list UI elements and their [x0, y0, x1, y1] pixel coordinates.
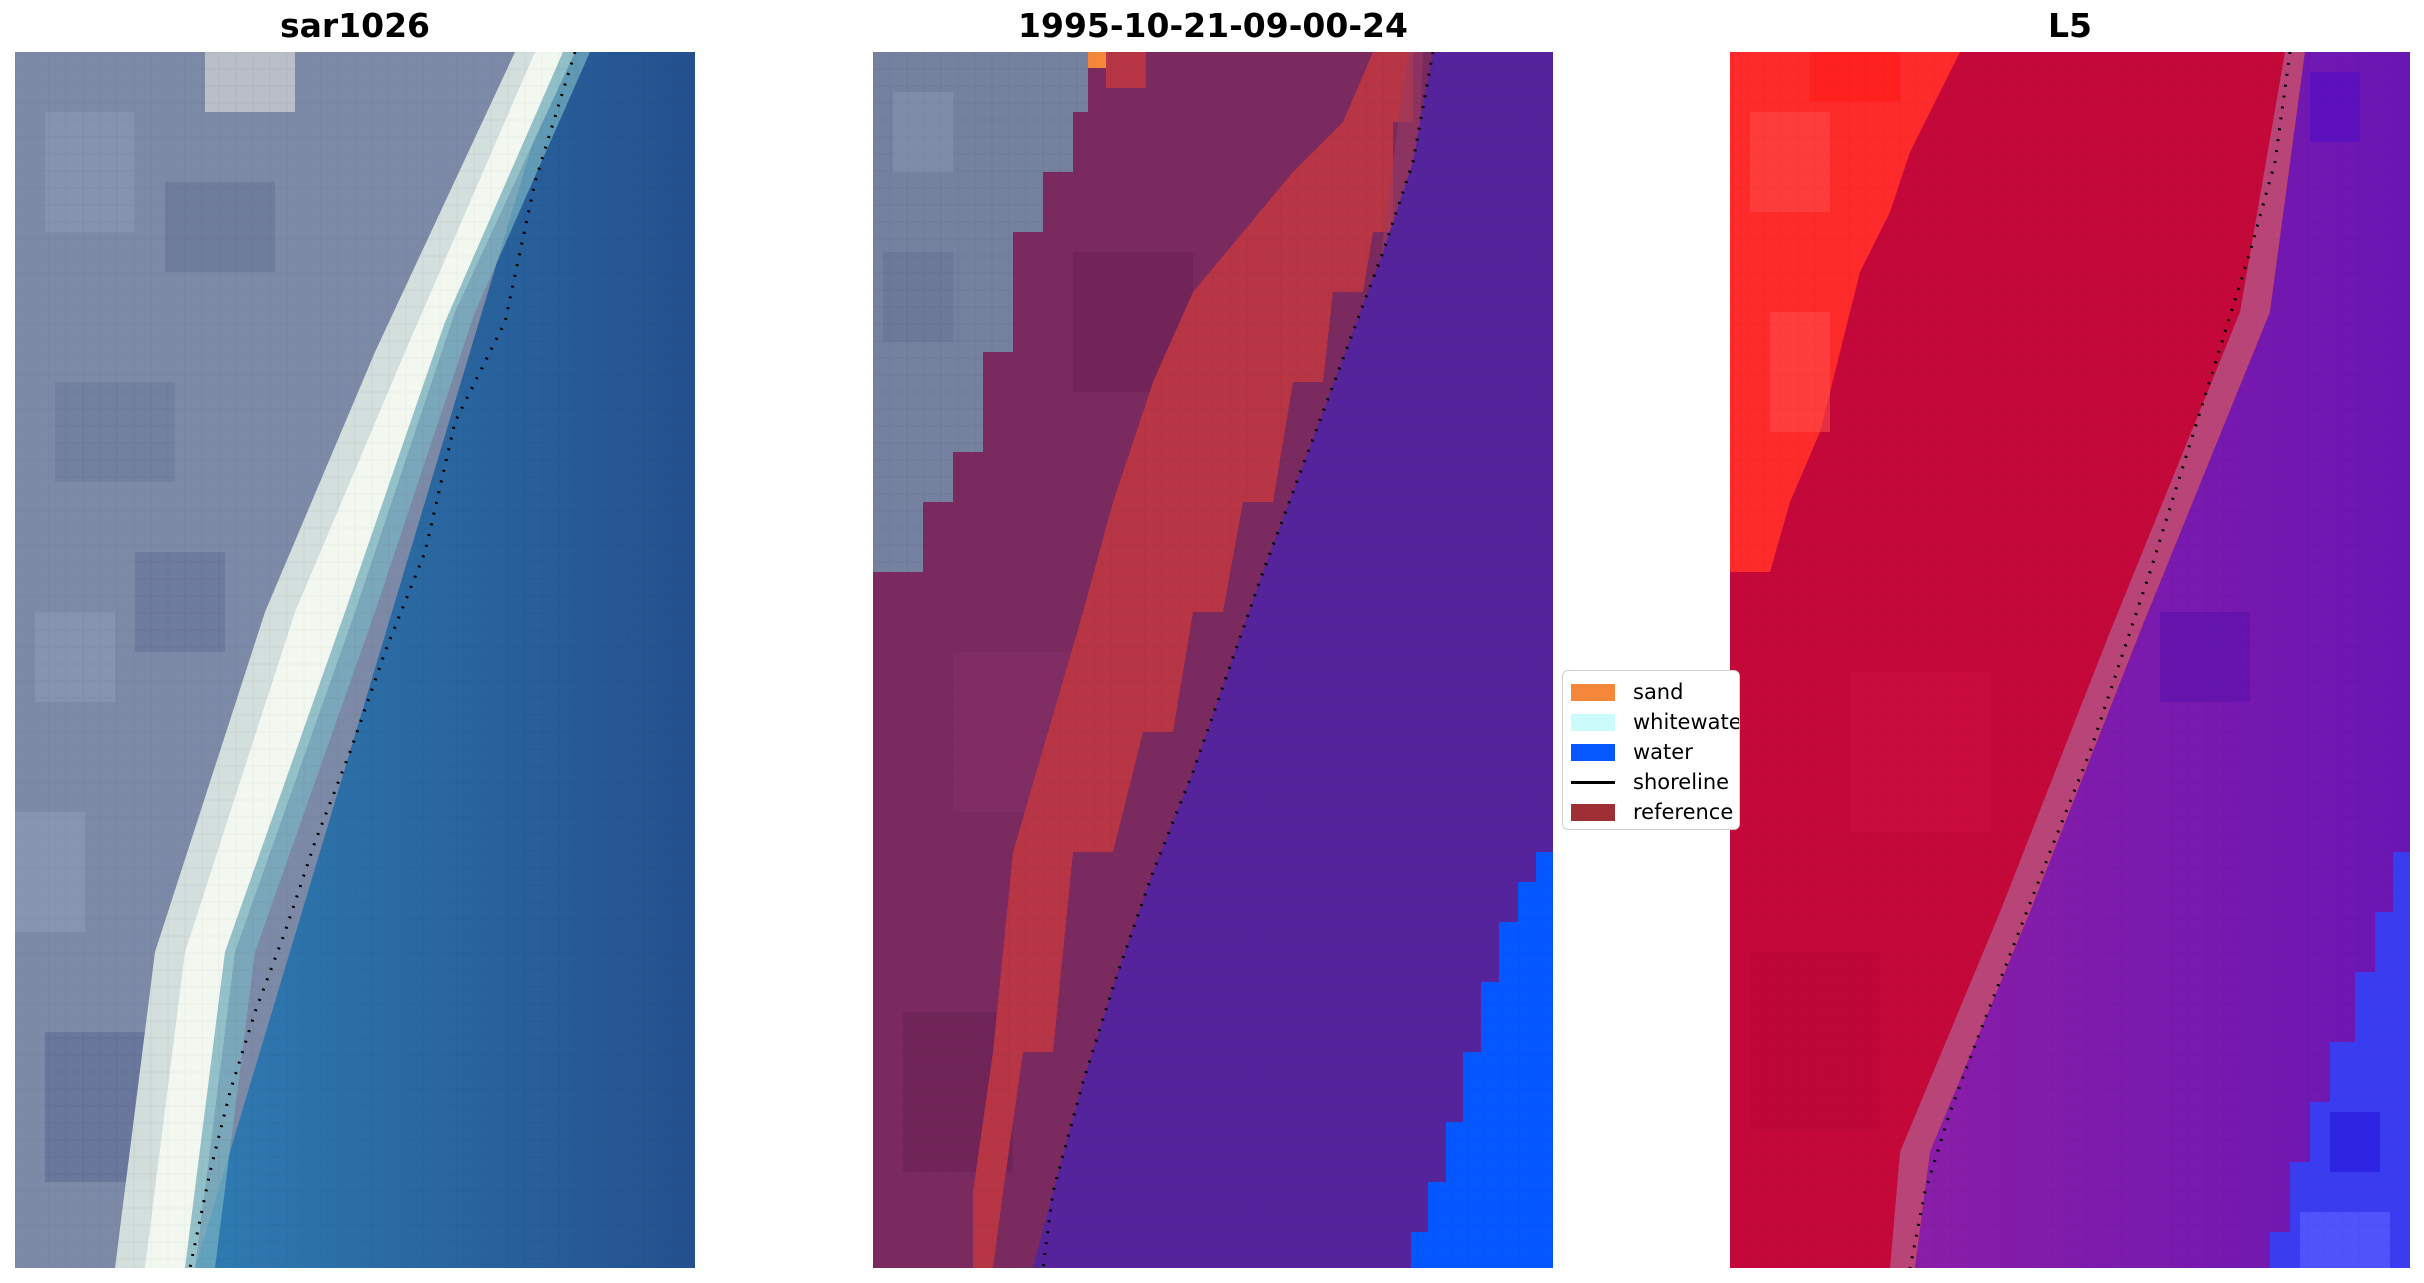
classification-panel [873, 52, 1553, 1268]
satellite-image [15, 52, 695, 1268]
legend-swatch-sand [1571, 683, 1615, 701]
legend-item-sand: sand [1563, 677, 1683, 707]
legend-label-whitewater: whitewater [1633, 710, 1740, 734]
legend-item-water: water [1563, 737, 1693, 767]
legend-label-shoreline: shoreline [1633, 770, 1730, 794]
panel-title-classification: 1995-10-21-09-00-24 [1018, 6, 1408, 45]
legend: sand whitewater water shoreline referenc… [1562, 670, 1740, 830]
satellite-image-panel [15, 52, 695, 1268]
legend-item-whitewater: whitewater [1563, 707, 1740, 737]
legend-swatch-shoreline [1571, 780, 1615, 784]
legend-label-water: water [1633, 740, 1693, 764]
panel-title-probability: L5 [2048, 6, 2092, 45]
legend-swatch-reference [1571, 803, 1615, 821]
classification-map [873, 52, 1553, 1268]
probability-map [1730, 52, 2410, 1268]
shoreline-line [188, 52, 577, 1268]
legend-item-shoreline: shoreline [1563, 767, 1729, 797]
probability-panel [1730, 52, 2410, 1268]
legend-swatch-water [1571, 743, 1615, 761]
legend-item-reference: reference [1563, 797, 1733, 827]
legend-label-sand: sand [1633, 680, 1684, 704]
legend-swatch-whitewater [1571, 713, 1615, 731]
shoreline-line [1908, 52, 2292, 1268]
legend-label-reference: reference [1633, 800, 1734, 824]
shoreline-line [1041, 52, 1435, 1268]
panel-title-image: sar1026 [279, 6, 431, 45]
